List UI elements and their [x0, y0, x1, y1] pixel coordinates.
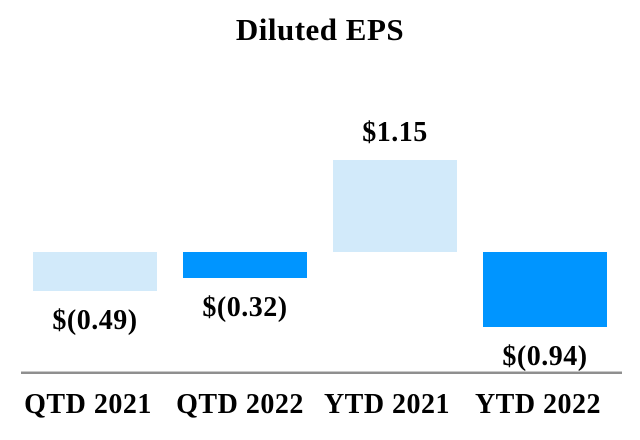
value-label-ytd-2021: $1.15 [362, 117, 428, 148]
category-label-qtd-2022: QTD 2022 [176, 389, 304, 420]
value-label-ytd-2022: $(0.94) [502, 341, 588, 372]
bar-qtd-2022 [183, 252, 307, 278]
bar-ytd-2022 [483, 252, 607, 327]
bar-ytd-2021 [333, 160, 457, 252]
x-axis-line [21, 371, 622, 374]
category-label-qtd-2021: QTD 2021 [24, 389, 152, 420]
chart-title: Diluted EPS [235, 12, 405, 47]
bar-qtd-2021 [33, 252, 157, 291]
x-axis-labels: QTD 2021 QTD 2022 YTD 2021 YTD 2022 [0, 390, 640, 430]
category-label-ytd-2022: YTD 2022 [474, 389, 602, 420]
value-label-qtd-2022: $(0.32) [202, 292, 288, 323]
category-label-ytd-2021: YTD 2021 [323, 389, 451, 420]
value-label-qtd-2021: $(0.49) [52, 305, 138, 336]
